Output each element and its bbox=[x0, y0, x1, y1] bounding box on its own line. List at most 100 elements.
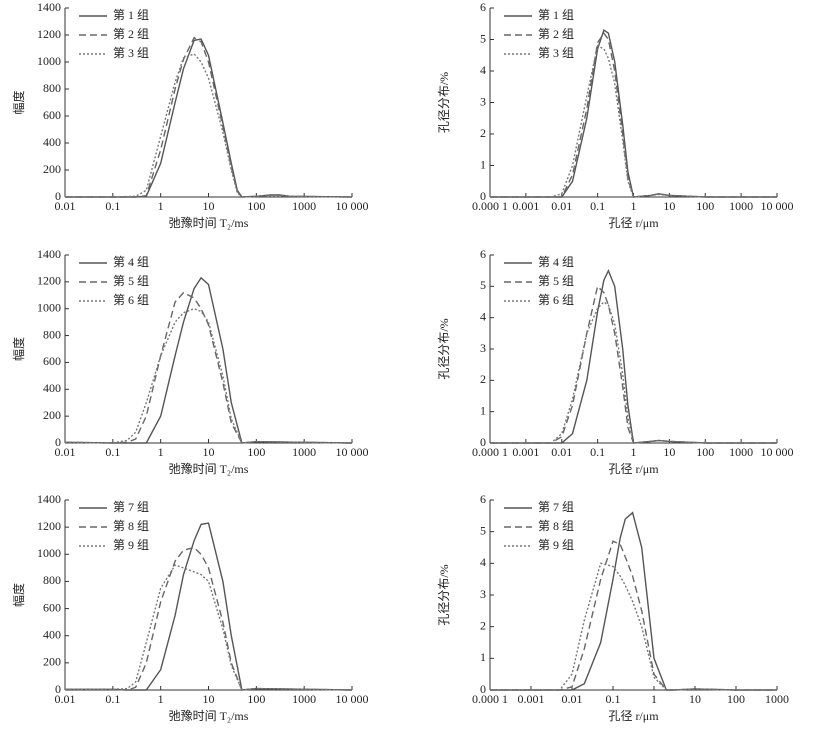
series-line bbox=[65, 564, 353, 691]
x-tick-label: 1 bbox=[158, 692, 164, 706]
x-tick-label: 100 bbox=[247, 692, 265, 706]
y-axis-label: 幅度 bbox=[11, 90, 26, 114]
y-tick-label: 0 bbox=[55, 682, 61, 696]
series-line bbox=[490, 44, 777, 198]
y-tick-label: 600 bbox=[43, 108, 61, 122]
legend-label: 第 5 组 bbox=[113, 274, 149, 288]
x-tick-label: 10 bbox=[203, 692, 215, 706]
y-tick-label: 5 bbox=[480, 523, 486, 537]
x-tick-label: 100 bbox=[727, 692, 745, 706]
x-tick-label: 100 bbox=[247, 445, 265, 459]
legend-label: 第 6 组 bbox=[538, 293, 574, 307]
x-tick-label: 1000 bbox=[765, 692, 789, 706]
x-tick-label: 10 000 bbox=[336, 692, 369, 706]
x-tick-label: 10 bbox=[689, 692, 701, 706]
x-tick-label: 0.1 bbox=[606, 692, 621, 706]
y-tick-label: 200 bbox=[43, 162, 61, 176]
y-tick-label: 3 bbox=[480, 341, 486, 355]
x-tick-label: 1 bbox=[158, 199, 164, 213]
y-tick-label: 800 bbox=[43, 573, 61, 587]
y-tick-label: 2 bbox=[480, 372, 486, 386]
y-tick-label: 1000 bbox=[37, 300, 61, 314]
legend-label: 第 9 组 bbox=[113, 538, 149, 552]
x-tick-label: 10 bbox=[663, 445, 675, 459]
series-line bbox=[65, 36, 353, 198]
series-line bbox=[490, 268, 777, 444]
y-tick-label: 600 bbox=[43, 600, 61, 614]
x-axis-label: 弛豫时间 T₂/ms bbox=[169, 462, 249, 476]
y-tick-label: 1000 bbox=[37, 54, 61, 68]
x-tick-label: 0.1 bbox=[590, 199, 605, 213]
x-tick-label: 0.1 bbox=[105, 445, 120, 459]
x-tick-label: 0.01 bbox=[562, 692, 583, 706]
y-tick-label: 400 bbox=[43, 135, 61, 149]
legend-label: 第 3 组 bbox=[538, 46, 574, 60]
y-tick-label: 4 bbox=[480, 309, 486, 323]
x-tick-label: 10 bbox=[203, 199, 215, 213]
x-tick-label: 0.01 bbox=[55, 199, 76, 213]
y-tick-label: 1 bbox=[480, 157, 486, 171]
series-line bbox=[490, 284, 777, 444]
y-axis-label: 孔径分布/% bbox=[437, 318, 451, 379]
x-tick-label: 10 000 bbox=[336, 445, 369, 459]
x-tick-label: 10 000 bbox=[761, 445, 794, 459]
series-line bbox=[490, 28, 777, 198]
x-tick-label: 0.01 bbox=[55, 445, 76, 459]
x-tick-label: 1000 bbox=[292, 445, 316, 459]
y-tick-label: 1400 bbox=[37, 247, 61, 261]
y-tick-label: 1 bbox=[480, 403, 486, 417]
x-tick-label: 0.1 bbox=[105, 199, 120, 213]
x-axis-label: 弛豫时间 T₂/ms bbox=[169, 709, 249, 723]
y-axis-label: 幅度 bbox=[11, 583, 26, 607]
y-tick-label: 6 bbox=[480, 492, 486, 506]
y-tick-label: 1400 bbox=[37, 0, 61, 14]
y-tick-label: 0 bbox=[55, 435, 61, 449]
x-tick-label: 0.1 bbox=[105, 692, 120, 706]
series-line bbox=[64, 291, 353, 444]
x-axis-label: 孔径 r/μm bbox=[608, 216, 659, 230]
series-line bbox=[490, 511, 777, 691]
x-axis-label: 弛豫时间 T₂/ms bbox=[169, 216, 249, 230]
x-tick-label: 10 bbox=[663, 199, 675, 213]
y-tick-label: 1200 bbox=[37, 519, 61, 533]
y-tick-label: 200 bbox=[43, 655, 61, 669]
y-tick-label: 400 bbox=[43, 627, 61, 641]
x-tick-label: 0.01 bbox=[551, 199, 572, 213]
x-tick-label: 1000 bbox=[292, 692, 316, 706]
y-tick-label: 5 bbox=[480, 278, 486, 292]
x-tick-label: 0.1 bbox=[590, 445, 605, 459]
legend-label: 第 4 组 bbox=[113, 255, 149, 269]
x-tick-label: 0.01 bbox=[551, 445, 572, 459]
y-tick-label: 1400 bbox=[37, 492, 61, 506]
y-tick-label: 800 bbox=[43, 327, 61, 341]
legend-label: 第 8 组 bbox=[538, 519, 574, 533]
y-tick-label: 6 bbox=[480, 0, 486, 14]
legend-label: 第 2 组 bbox=[113, 27, 149, 41]
legend-label: 第 5 组 bbox=[538, 274, 574, 288]
y-axis-label: 幅度 bbox=[11, 337, 26, 361]
legend-label: 第 7 组 bbox=[113, 500, 149, 514]
y-tick-label: 0 bbox=[55, 189, 61, 203]
x-axis-label: 孔径 r/μm bbox=[608, 709, 659, 723]
x-tick-label: 0.001 bbox=[512, 445, 539, 459]
x-tick-label: 10 000 bbox=[761, 199, 794, 213]
x-tick-label: 1000 bbox=[729, 445, 753, 459]
legend-label: 第 1 组 bbox=[538, 8, 574, 22]
x-tick-label: 0.001 bbox=[518, 692, 545, 706]
x-tick-label: 0.01 bbox=[55, 692, 76, 706]
x-tick-label: 1 bbox=[631, 445, 637, 459]
y-tick-label: 2 bbox=[480, 126, 486, 140]
x-axis-label: 孔径 r/μm bbox=[608, 462, 659, 476]
series-line bbox=[490, 562, 777, 691]
y-tick-label: 1200 bbox=[37, 27, 61, 41]
x-tick-label: 1000 bbox=[729, 199, 753, 213]
y-tick-label: 400 bbox=[43, 381, 61, 395]
x-tick-label: 100 bbox=[696, 199, 714, 213]
y-tick-label: 5 bbox=[480, 31, 486, 45]
series-line bbox=[490, 301, 777, 444]
series-line bbox=[65, 522, 353, 691]
legend-label: 第 6 组 bbox=[113, 293, 149, 307]
y-tick-label: 4 bbox=[480, 63, 486, 77]
series-line bbox=[490, 540, 777, 691]
legend-label: 第 4 组 bbox=[538, 255, 574, 269]
